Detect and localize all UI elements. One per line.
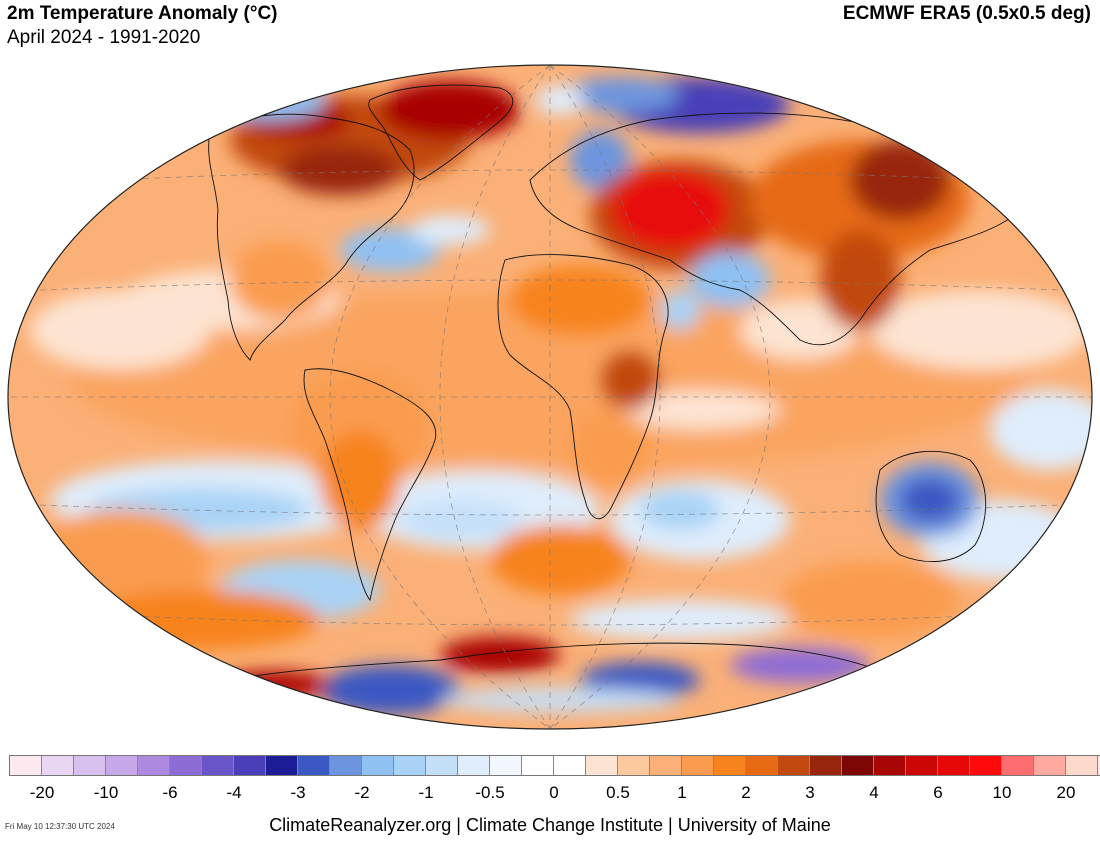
color-swatch [586,756,618,775]
color-swatch [362,756,394,775]
scale-tick-label: -6 [162,783,178,802]
credit-line: ClimateReanalyzer.org | Climate Change I… [269,815,831,835]
scale-tick-label: 4 [869,783,879,802]
color-swatch [1066,756,1098,775]
color-swatch [330,756,362,775]
color-swatch [746,756,778,775]
color-swatch [842,756,874,775]
color-swatch [234,756,266,775]
scale-tick-label: 3 [805,783,815,802]
color-swatch [650,756,682,775]
color-swatch [394,756,426,775]
color-scale-bar [9,755,1100,776]
scale-tick-label: -0.5 [475,783,505,802]
color-swatch [42,756,74,775]
color-swatch [106,756,138,775]
color-swatch [522,756,554,775]
color-swatch [298,756,330,775]
scale-tick-label: 10 [992,783,1012,802]
map-title: 2m Temperature Anomaly (°C) [7,3,278,24]
globe-outline [7,64,1093,730]
color-swatch [874,756,906,775]
graticule [8,65,1092,729]
scale-tick-label: 6 [933,783,943,802]
color-swatch [490,756,522,775]
color-swatch [1098,756,1100,775]
color-swatch [202,756,234,775]
scale-tick-label: -3 [290,783,306,802]
color-swatch [938,756,970,775]
scale-tick-label: -20 [29,783,55,802]
color-swatch [1002,756,1034,775]
scale-tick-label: -1 [418,783,434,802]
scale-tick-label: -2 [354,783,370,802]
color-swatch [10,756,42,775]
color-swatch [714,756,746,775]
color-swatch [266,756,298,775]
scale-tick-label: -10 [93,783,119,802]
color-swatch [170,756,202,775]
color-swatch [1034,756,1066,775]
scale-tick-label: 20 [1056,783,1076,802]
coastlines [179,84,1021,691]
color-swatch [138,756,170,775]
scale-tick-label: -4 [226,783,242,802]
color-swatch [458,756,490,775]
color-scale-ticks: -20 -10 -6 -4 -3 -2 -1 -0.5 0 0.5 1 2 3 4 6 10 20 [0,783,1100,805]
color-swatch [810,756,842,775]
generated-timestamp: Fri May 10 12:37:30 UTC 2024 [5,822,115,831]
color-swatch [74,756,106,775]
anomaly-field [8,65,1092,729]
world-map [7,64,1093,730]
data-source-label: ECMWF ERA5 (0.5x0.5 deg) [842,3,1091,24]
anomaly-map-svg [7,64,1093,730]
color-swatch [426,756,458,775]
color-swatch [906,756,938,775]
scale-tick-label: 0.5 [606,783,630,802]
color-swatch [682,756,714,775]
color-swatch [618,756,650,775]
scale-tick-label: 0 [549,783,559,802]
color-swatch [554,756,586,775]
scale-tick-label: 1 [677,783,687,802]
color-swatch [970,756,1002,775]
scale-tick-label: 2 [741,783,751,802]
map-subtitle: April 2024 - 1991-2020 [7,27,201,48]
color-swatch [778,756,810,775]
